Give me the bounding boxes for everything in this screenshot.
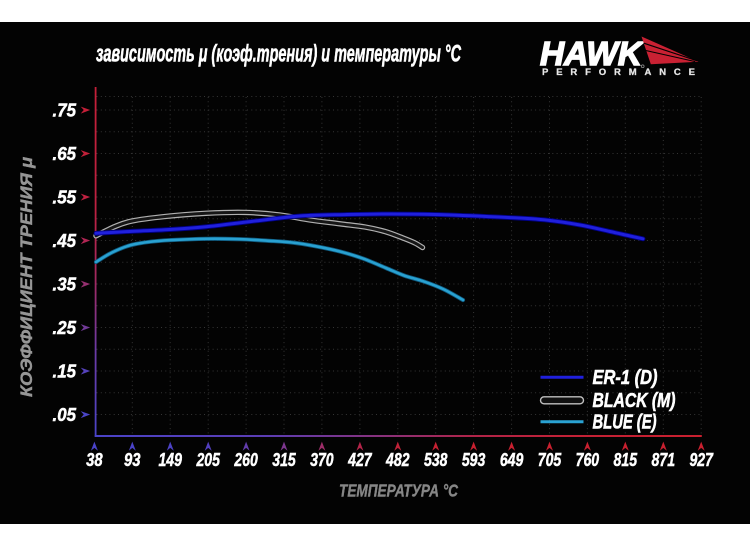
svg-text:593: 593 [462,450,486,470]
svg-text:205: 205 [196,450,221,470]
svg-text:.25: .25 [53,318,77,338]
svg-text:КОЭФФИЦИЕНТ ТРЕНИЯ μ: КОЭФФИЦИЕНТ ТРЕНИЯ μ [17,156,36,397]
svg-text:871: 871 [652,450,676,470]
svg-text:705: 705 [538,450,562,470]
svg-text:427: 427 [347,450,372,470]
svg-text:538: 538 [424,450,448,470]
svg-text:зависимость μ (коэф.трения) и: зависимость μ (коэф.трения) и температур… [96,40,461,67]
svg-text:.55: .55 [53,187,77,207]
svg-text:927: 927 [689,450,713,470]
svg-text:ТЕМПЕРАТУРА °C: ТЕМПЕРАТУРА °C [339,481,458,501]
svg-text:649: 649 [500,450,524,470]
svg-text:.65: .65 [53,144,77,164]
svg-text:BLUE (E): BLUE (E) [593,411,657,434]
svg-text:260: 260 [234,450,258,470]
svg-text:.05: .05 [53,405,77,425]
svg-text:370: 370 [310,450,334,470]
svg-text:38: 38 [86,450,103,470]
svg-text:315: 315 [272,450,296,470]
svg-text:93: 93 [124,450,141,470]
svg-text:815: 815 [614,450,638,470]
svg-text:482: 482 [385,450,409,470]
svg-text:.35: .35 [53,274,77,294]
svg-text:HAWK: HAWK [540,35,644,72]
svg-text:.15: .15 [53,361,77,381]
svg-text:.45: .45 [53,231,77,251]
svg-text:.75: .75 [53,100,77,120]
svg-text:760: 760 [576,450,600,470]
svg-text:BLACK (M): BLACK (M) [593,389,676,412]
svg-text:149: 149 [158,450,182,470]
svg-text:ER-1 (D): ER-1 (D) [593,366,658,389]
svg-text:PERFORMANCE: PERFORMANCE [542,67,702,78]
